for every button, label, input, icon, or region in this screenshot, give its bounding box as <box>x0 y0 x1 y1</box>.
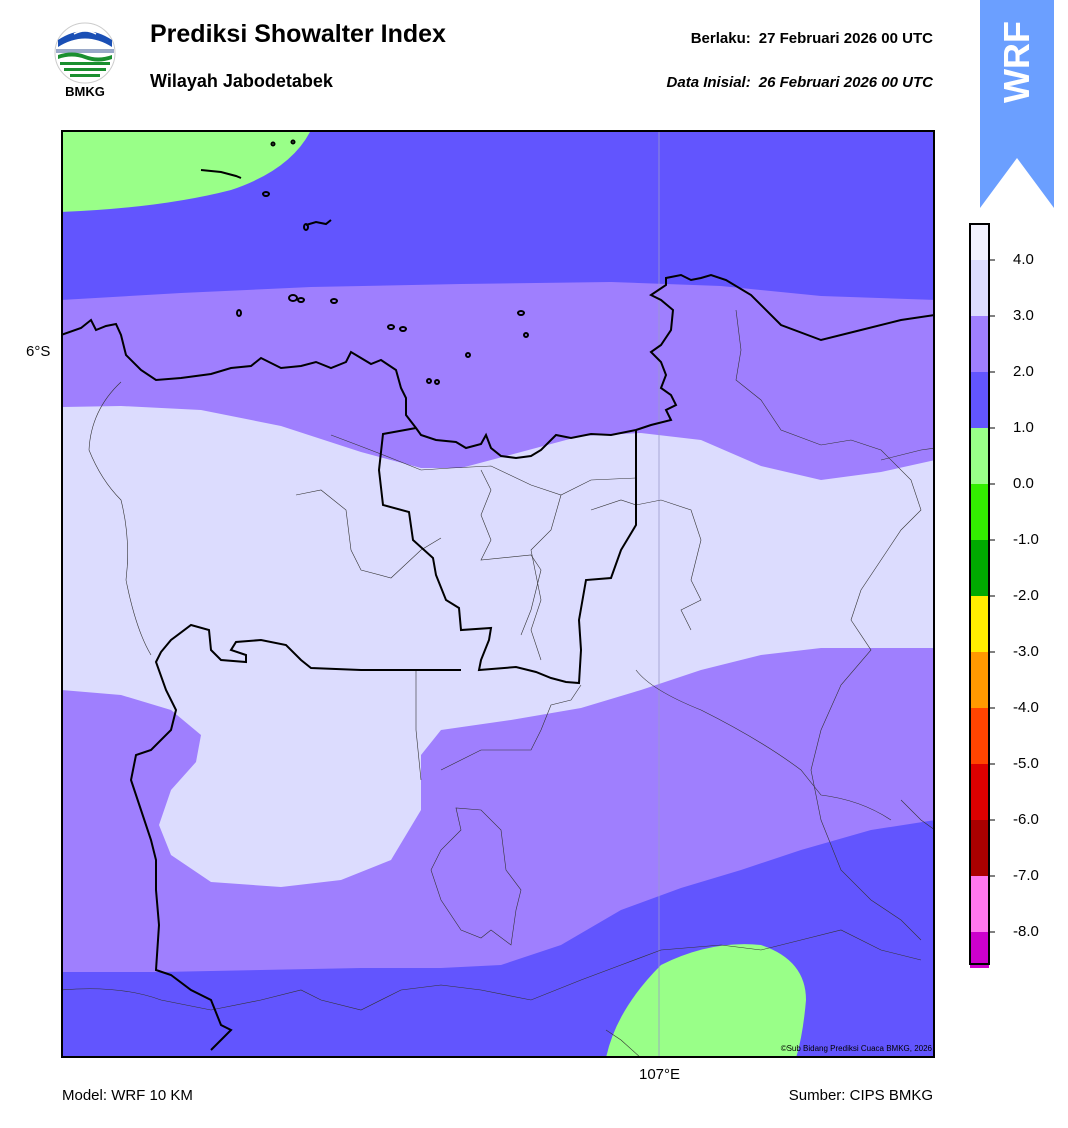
colorbar-swatch <box>970 764 989 820</box>
colorbar-tick-label: 4.0 <box>1013 251 1034 268</box>
colorbar-tick-label: -2.0 <box>1013 587 1039 604</box>
valid-label: Berlaku: <box>690 30 751 47</box>
bmkg-logo: BMKG <box>52 20 118 104</box>
colorbar-swatch <box>970 708 989 764</box>
district-boundaries <box>63 309 933 1056</box>
source-label: Sumber: CIPS BMKG <box>788 1087 933 1104</box>
green-zone-south <box>606 944 806 1056</box>
showalter-map <box>61 130 935 1058</box>
colorbar-swatch <box>970 596 989 652</box>
wrf-badge: WRF <box>980 0 1054 208</box>
colorbar-tick-label: 0.0 <box>1013 475 1034 492</box>
colorbar-swatch <box>970 876 989 932</box>
colorbar-tick-label: 3.0 <box>1013 307 1034 324</box>
colorbar-swatch <box>970 932 989 988</box>
wrf-ribbon-icon <box>980 0 1054 208</box>
thousand-islands <box>200 139 529 385</box>
colorbar-tick-label: 2.0 <box>1013 363 1034 380</box>
model-label: Model: WRF 10 KM <box>62 1087 193 1104</box>
map-frame <box>61 130 935 1058</box>
colorbar-tick-label: -8.0 <box>1013 923 1039 940</box>
page-subtitle: Wilayah Jabodetabek <box>150 71 333 91</box>
init-label: Data Inisial: <box>666 74 751 91</box>
colorbar-tick-label: -7.0 <box>1013 867 1039 884</box>
green-zone-north <box>63 132 310 212</box>
colorbar-frame <box>969 223 990 965</box>
logo-text: BMKG <box>65 84 105 99</box>
copyright-text: ©Sub Bidang Prediksi Cuaca BMKG, 2026 <box>780 1044 932 1053</box>
valid-value: 27 Februari 2026 00 UTC <box>758 30 933 47</box>
province-boundaries <box>63 273 933 1051</box>
valid-time: Berlaku: 27 Februari 2026 00 UTC <box>691 30 933 47</box>
colorbar-swatches <box>970 224 989 988</box>
colorbar-tick-label: -3.0 <box>1013 643 1039 660</box>
colorbar-swatch <box>970 484 989 540</box>
colorbar-tick-label: -6.0 <box>1013 811 1039 828</box>
map-panel <box>61 130 935 1058</box>
colorbar-swatch <box>970 540 989 596</box>
colorbar-swatch <box>970 372 989 428</box>
colorbar-tick-label: -1.0 <box>1013 531 1039 548</box>
colorbar-swatch <box>970 652 989 708</box>
longitude-label: 107°E <box>639 1066 681 1083</box>
page-title: Prediksi Showalter Index <box>150 20 446 48</box>
colorbar-tick-label: -4.0 <box>1013 699 1039 716</box>
colorbar-swatch <box>970 428 989 484</box>
colorbar-swatch <box>970 316 989 372</box>
colorbar-legend: 4.0 3.0 2.0 1.0 0.0 -1.0 -2.0 -3.0 -4.0 -5.0 -6.0 -… <box>968 222 1068 988</box>
colorbar-swatch <box>970 820 989 876</box>
lavender-zone <box>63 406 933 887</box>
wrf-badge-text: WRF <box>996 21 1037 103</box>
colorbar-svg <box>969 223 995 988</box>
bmkg-emblem-icon <box>54 22 116 84</box>
colorbar-swatch <box>970 224 989 260</box>
colorbar-tick-label: -5.0 <box>1013 755 1039 772</box>
init-time: Data Inisial: 26 Februari 2026 00 UTC <box>667 74 933 91</box>
init-value: 26 Februari 2026 00 UTC <box>758 74 933 91</box>
colorbar-swatch <box>970 260 989 316</box>
colorbar-tick-label: 1.0 <box>1013 419 1034 436</box>
latitude-label: 6°S <box>26 343 51 360</box>
